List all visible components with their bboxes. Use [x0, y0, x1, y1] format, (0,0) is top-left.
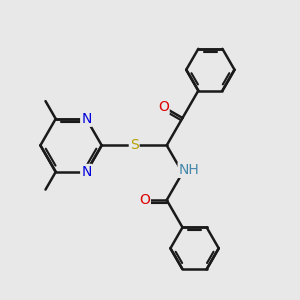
Text: N: N — [81, 165, 92, 179]
Text: S: S — [130, 138, 139, 152]
Text: N: N — [81, 112, 92, 126]
Text: NH: NH — [178, 163, 200, 177]
Text: O: O — [158, 100, 169, 114]
Text: O: O — [139, 193, 150, 207]
